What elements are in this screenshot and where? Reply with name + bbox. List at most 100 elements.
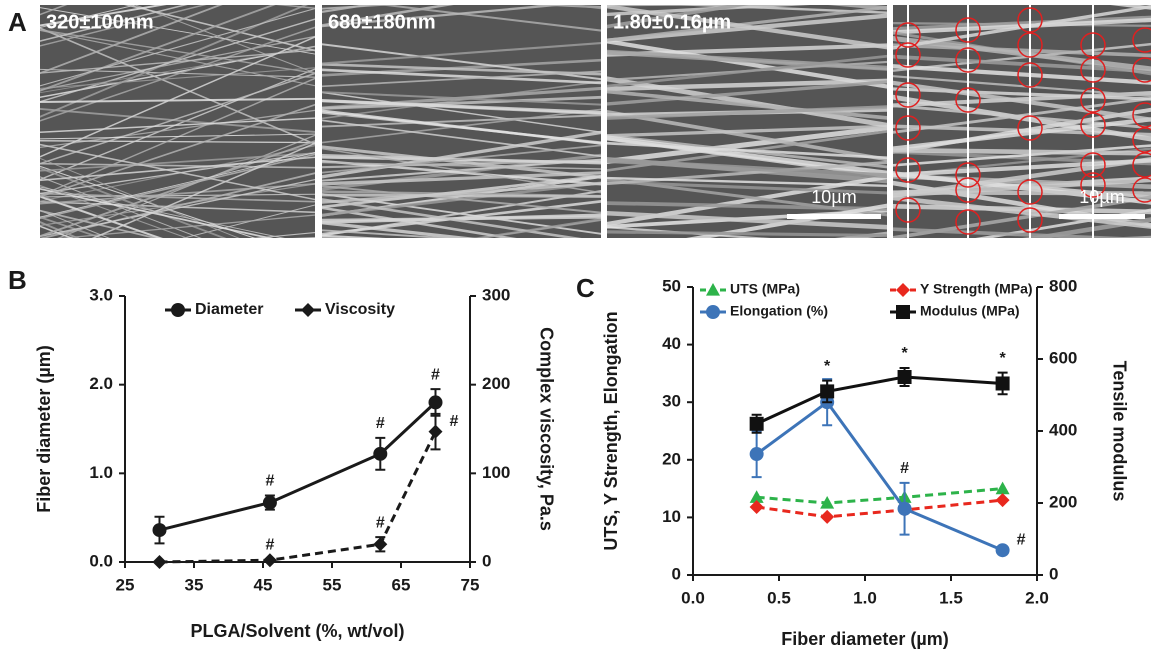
fiber (30, 241, 325, 337)
x-tick-label: 75 (461, 575, 480, 594)
legend-label: Viscosity (325, 301, 395, 318)
panel-label: B (8, 265, 27, 295)
fiber (30, 242, 325, 346)
legend-label: Diameter (195, 301, 263, 318)
fiber (597, 270, 897, 272)
series-line (757, 377, 1003, 424)
marker (263, 553, 277, 567)
annotation: # (265, 473, 274, 490)
legend-marker (301, 303, 315, 317)
y2-tick-label: 200 (482, 374, 510, 393)
y-tick-label: 10 (662, 507, 681, 526)
y2-tick-label: 300 (482, 285, 510, 304)
series-line (160, 402, 436, 530)
marker (373, 537, 387, 551)
scale-bar (787, 214, 881, 219)
y-tick-label: 40 (662, 334, 681, 353)
fiber (312, 246, 611, 268)
legend-marker (706, 305, 720, 319)
x-axis-title: PLGA/Solvent (%, wt/vol) (190, 621, 404, 641)
y-tick-label: 50 (662, 276, 681, 295)
sem-image: 10µm (883, 0, 1151, 305)
fiber (30, 238, 325, 249)
fiber (883, 236, 1151, 248)
scale-bar-label: 10µm (1079, 187, 1124, 207)
fiber (30, 0, 325, 2)
y2-tick-label: 0 (482, 551, 491, 570)
y-tick-label: 3.0 (89, 285, 113, 304)
x-tick-label: 65 (392, 575, 411, 594)
x-tick-label: 25 (116, 575, 135, 594)
sem-label: 1.80±0.16µm (613, 11, 731, 33)
fiber (30, 264, 325, 277)
y-tick-label: 30 (662, 392, 681, 411)
x-tick-label: 2.0 (1025, 588, 1049, 607)
fiber (312, 237, 611, 256)
fiber (312, 245, 611, 276)
marker (263, 496, 277, 510)
y2-tick-label: 400 (1049, 420, 1077, 439)
x-tick-label: 0.5 (767, 588, 791, 607)
fiber (30, 254, 325, 304)
marker (996, 493, 1010, 507)
marker (898, 502, 912, 516)
y-tick-label: 20 (662, 449, 681, 468)
y2-tick-label: 600 (1049, 348, 1077, 367)
y2-tick-label: 800 (1049, 276, 1077, 295)
fiber (597, 242, 897, 248)
fiber (30, 246, 325, 332)
marker (153, 555, 167, 569)
annotation: # (376, 415, 385, 432)
legend-label: Elongation (%) (730, 303, 828, 319)
x-tick-label: 0.0 (681, 588, 705, 607)
fiber (312, 0, 611, 4)
marker (820, 384, 834, 398)
legend-marker (706, 283, 720, 296)
y-axis-title: UTS, Y Strength, Elongation (601, 311, 621, 550)
scale-bar-label: 10µm (811, 187, 856, 207)
y-tick-label: 0.0 (89, 551, 113, 570)
fiber (30, 252, 325, 332)
fiber (30, 243, 325, 259)
fiber (597, 244, 897, 262)
marker (898, 370, 912, 384)
legend-marker (171, 303, 185, 317)
y2-tick-label: 200 (1049, 492, 1077, 511)
series-line (757, 489, 1003, 503)
annotation: # (1017, 531, 1026, 548)
x-tick-label: 1.0 (853, 588, 877, 607)
fiber (597, 0, 897, 2)
marker (750, 417, 764, 431)
scale-bar (1059, 214, 1145, 219)
marker (429, 395, 443, 409)
annotation: # (265, 537, 274, 554)
fiber (597, 0, 897, 3)
sem-label: 320±100nm (46, 11, 154, 33)
y-axis-title: Fiber diameter (µm) (34, 345, 54, 512)
marker (429, 425, 443, 439)
x-axis-title: Fiber diameter (µm) (781, 629, 948, 649)
x-tick-label: 1.5 (939, 588, 963, 607)
series-line (757, 500, 1003, 517)
fiber (312, 0, 611, 3)
x-tick-label: 45 (254, 575, 273, 594)
annotation: # (450, 413, 459, 430)
legend-marker (896, 283, 910, 297)
legend-label: Y Strength (MPa) (920, 281, 1033, 297)
fiber (597, 259, 897, 279)
legend-marker (896, 305, 910, 319)
marker (996, 376, 1010, 390)
fiber (30, 256, 325, 277)
sem-label: 680±180nm (328, 11, 436, 33)
fiber (312, 0, 611, 4)
sem-image: 680±180nm (312, 0, 611, 298)
y2-tick-label: 100 (482, 463, 510, 482)
marker (153, 523, 167, 537)
fiber (883, 0, 1151, 1)
annotation: * (824, 358, 831, 375)
y2-tick-label: 0 (1049, 564, 1058, 583)
y-tick-label: 2.0 (89, 374, 113, 393)
y2-axis-title: Tensile modulus (1109, 361, 1129, 502)
x-tick-label: 35 (185, 575, 204, 594)
